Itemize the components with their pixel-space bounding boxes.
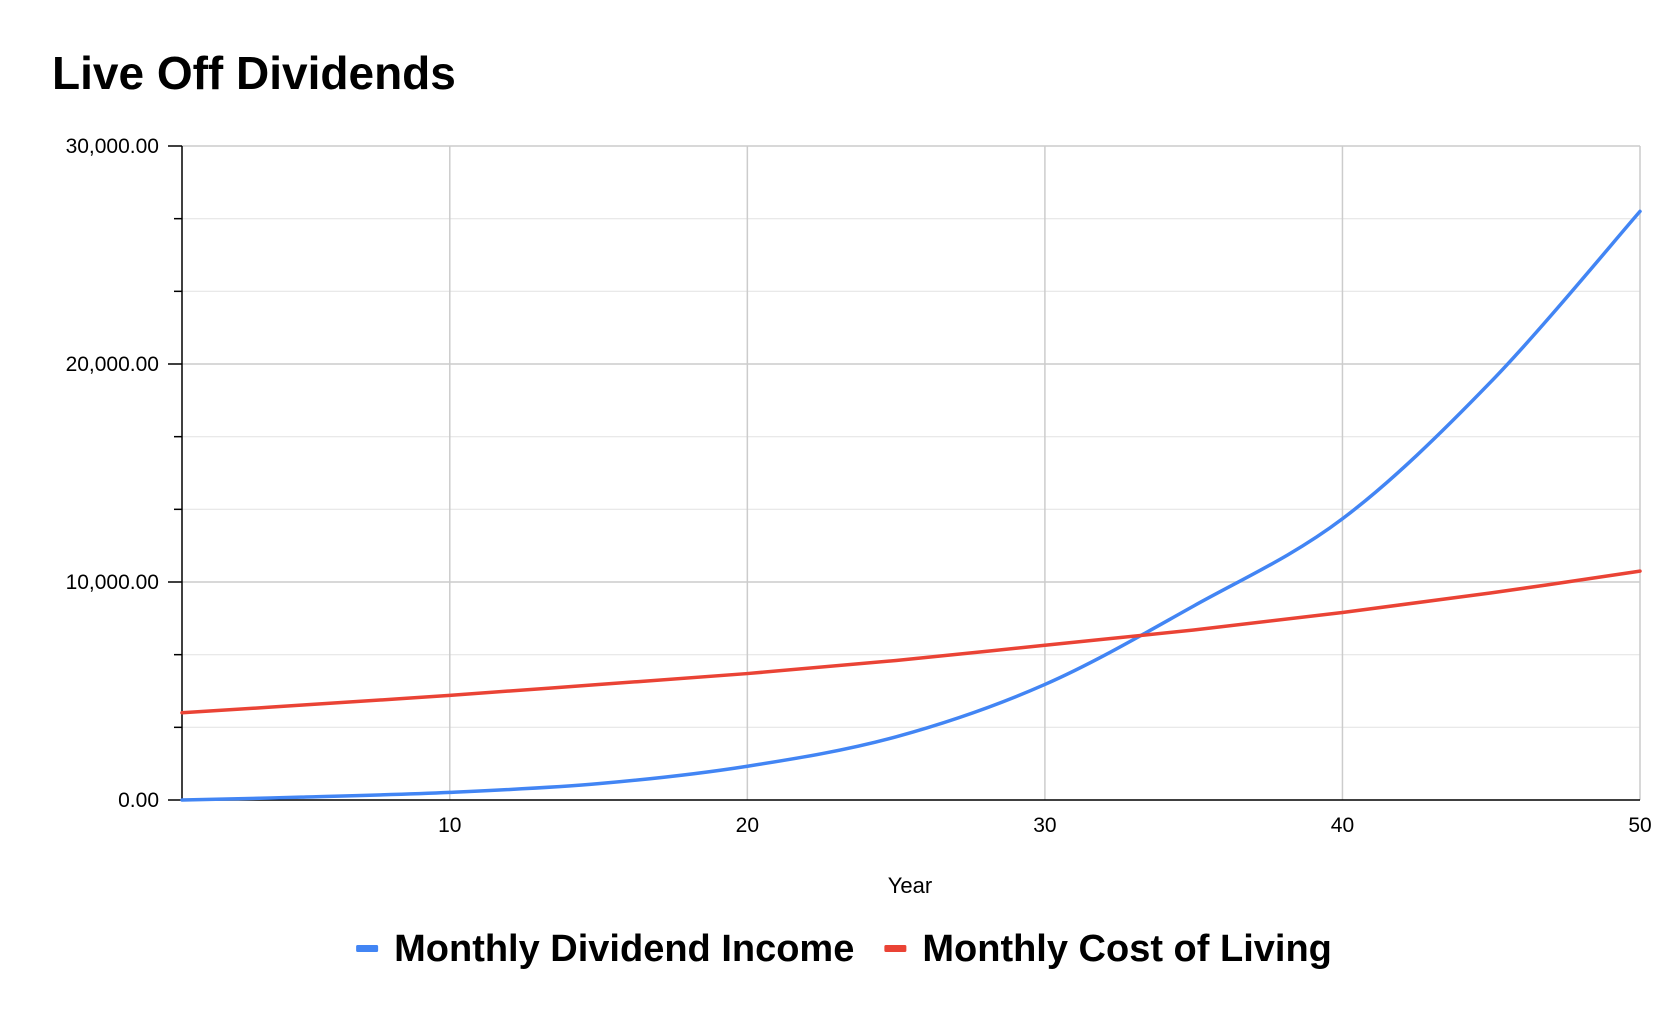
y-tick-label: 30,000.00 [66,135,159,158]
x-tick-label: 10 [438,814,461,837]
x-tick-label: 50 [1628,814,1651,837]
chart-title: Live Off Dividends [52,47,456,99]
y-tick-label: 10,000.00 [66,571,159,594]
grid-layer [182,145,1641,800]
axis-layer [168,145,1640,801]
tick-label-layer: 0.00 10,000.00 20,000.00 30,000.00 10 20 30 40 5… [66,135,1652,837]
legend-swatch-1 [356,945,379,952]
legend: Monthly Dividend Income Monthly Cost of L… [356,928,1332,970]
series-line-1 [180,209,1642,802]
legend-label-1: Monthly Dividend Income [394,928,854,970]
x-axis-title: Year [888,873,932,898]
x-tick-label: 40 [1331,814,1354,837]
x-tick-label: 20 [736,814,759,837]
x-tick-label: 30 [1033,814,1056,837]
legend-swatch-2 [884,945,907,952]
y-tick-label: 0.00 [118,789,159,812]
series-layer [180,209,1642,802]
series-line-2 [180,569,1642,715]
legend-label-2: Monthly Cost of Living [922,928,1332,970]
y-tick-label: 20,000.00 [66,353,159,376]
